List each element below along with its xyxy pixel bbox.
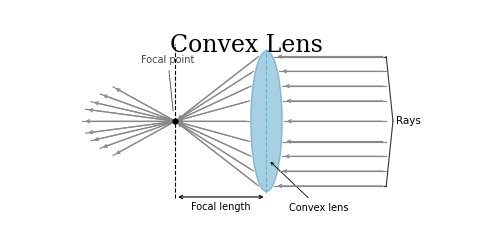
Text: Convex Lens: Convex Lens	[169, 34, 323, 57]
Text: Focal point: Focal point	[141, 55, 194, 111]
Text: Rays: Rays	[396, 116, 421, 126]
Polygon shape	[251, 51, 282, 192]
Text: Focal length: Focal length	[191, 202, 251, 212]
Text: Convex lens: Convex lens	[271, 162, 348, 212]
